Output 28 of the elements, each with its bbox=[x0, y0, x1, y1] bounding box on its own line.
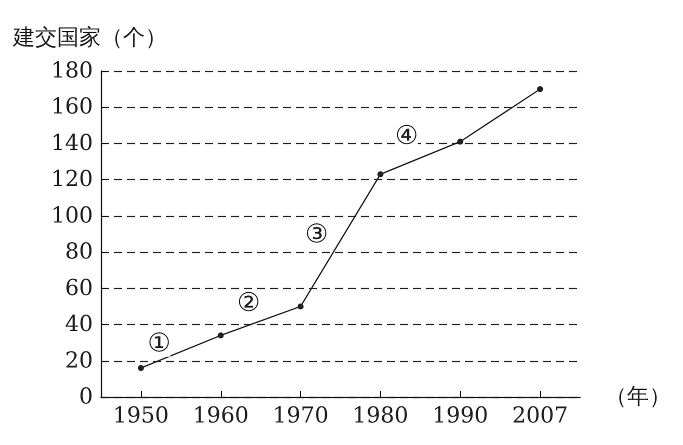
point bbox=[298, 303, 304, 310]
point bbox=[138, 365, 144, 372]
y-tick-label: 0 bbox=[79, 384, 93, 410]
y-tick-label: 60 bbox=[65, 276, 93, 301]
y-tick-label: 20 bbox=[65, 348, 93, 374]
y-tick-label: 100 bbox=[51, 203, 93, 228]
annotation: ② bbox=[237, 288, 260, 318]
y-tick-label: 80 bbox=[65, 240, 93, 265]
y-tick-label: 160 bbox=[51, 94, 93, 120]
point bbox=[457, 138, 464, 145]
y-tick-label: 140 bbox=[51, 130, 93, 156]
x-tick-label: 1950 bbox=[112, 404, 169, 428]
x-tick-label: 1960 bbox=[192, 404, 249, 428]
y-tick-label: 180 bbox=[51, 58, 93, 84]
x-tick-label: 1990 bbox=[432, 404, 488, 428]
annotation: ① bbox=[147, 328, 170, 359]
annotation: ③ bbox=[305, 219, 328, 250]
point bbox=[537, 86, 544, 92]
x-tick-label: 2007 bbox=[512, 404, 568, 428]
point bbox=[377, 171, 384, 178]
y-tick-label: 40 bbox=[65, 312, 93, 338]
y-axis-title: 建交国家（个） bbox=[12, 26, 167, 50]
point bbox=[218, 332, 224, 338]
annotation: ④ bbox=[394, 120, 418, 151]
x-tick-label: 1970 bbox=[272, 404, 329, 428]
x-tick-label: 1980 bbox=[352, 404, 408, 428]
x-axis-title: （年） bbox=[605, 384, 671, 410]
y-tick-label: 120 bbox=[51, 167, 93, 192]
